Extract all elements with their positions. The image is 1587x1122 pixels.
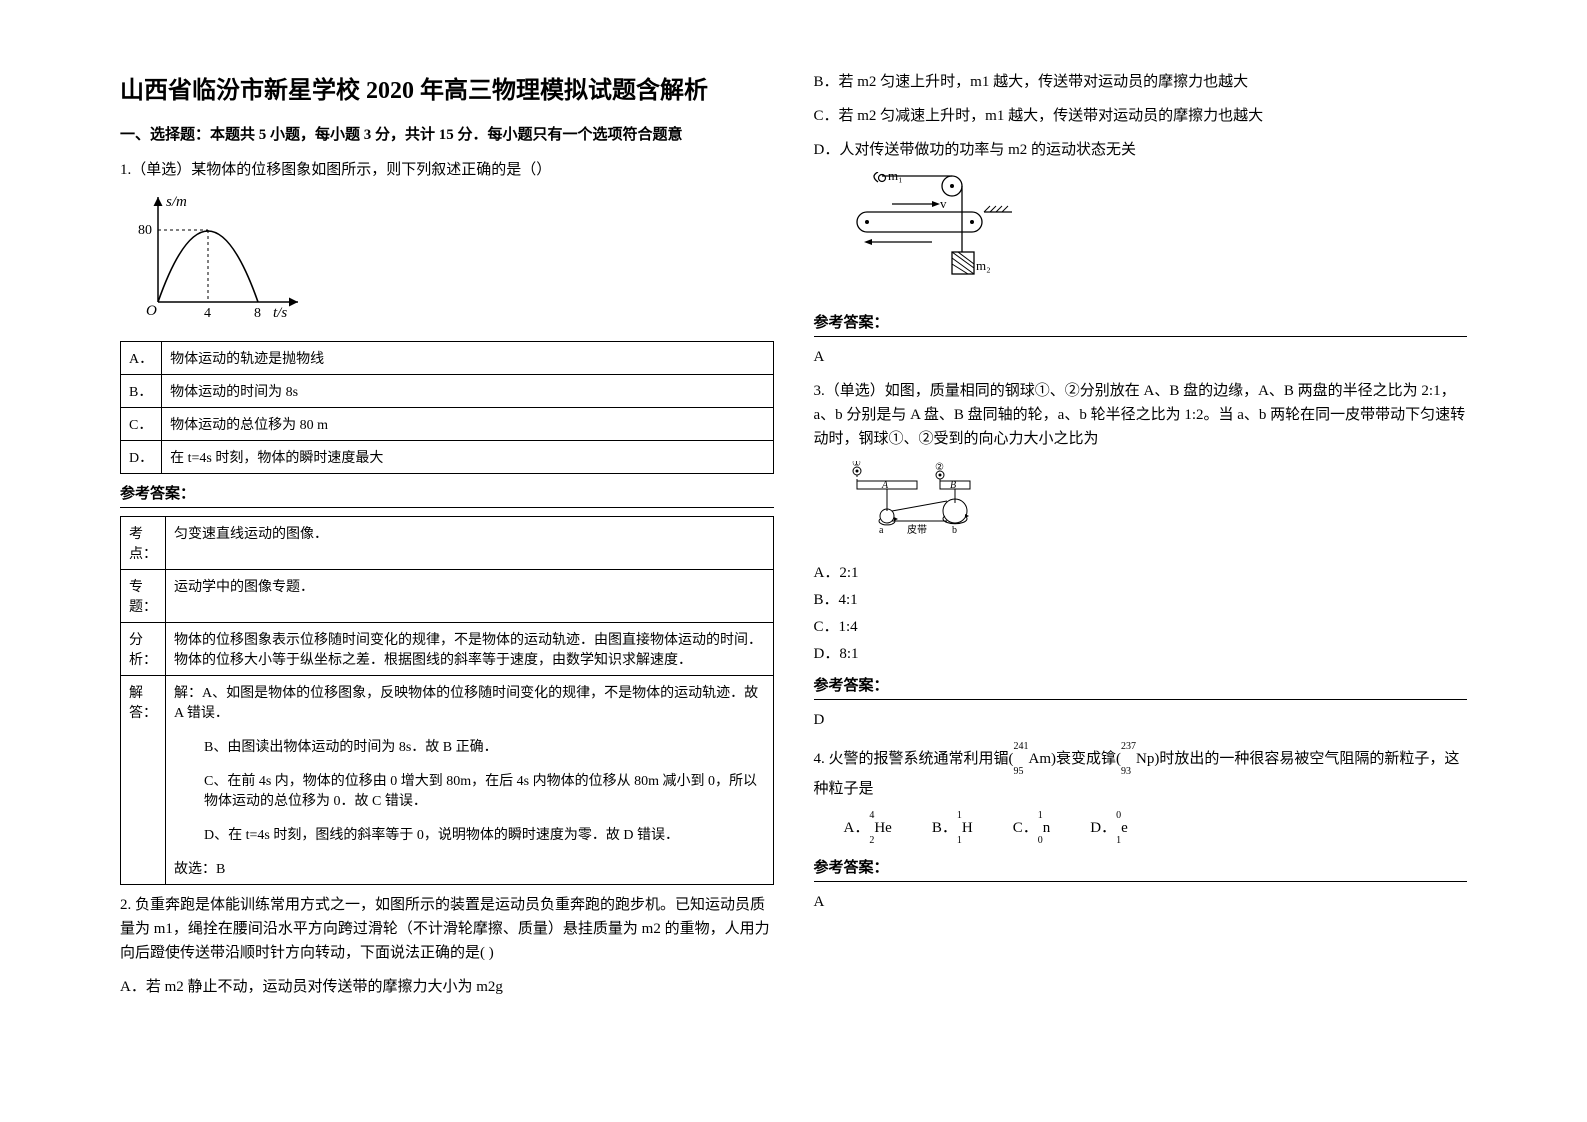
- ref-answer-2: 参考答案：: [814, 311, 1468, 337]
- blow: 1: [957, 835, 962, 846]
- a4-2: C、在前 4s 内，物体的位移由 0 增大到 80m，在后 4s 内物体的位移从…: [174, 770, 765, 810]
- q1-answer-table: 考点：匀变速直线运动的图像． 专题：运动学中的图像专题． 分析：物体的位移图象表…: [120, 516, 774, 885]
- opt-b: 物体运动的时间为 8s: [162, 375, 773, 408]
- right-column: B．若 m2 匀速上升时，m1 越大，传送带对运动员的摩擦力也越大 C．若 m2…: [794, 70, 1488, 1082]
- q4-opt-a: A．42He: [844, 811, 892, 846]
- q2-opt-b: B．若 m2 匀速上升时，m1 越大，传送带对运动员的摩擦力也越大: [814, 70, 1468, 94]
- a4l: 解答：: [121, 676, 166, 885]
- pilab: 皮带: [907, 523, 927, 536]
- am-low: 95: [1014, 766, 1024, 777]
- cel: n: [1043, 820, 1051, 836]
- alab: a: [879, 525, 884, 536]
- q4-t1: 4. 火警的报警系统通常利用镅(: [814, 751, 1014, 767]
- xlabel: t/s: [273, 305, 287, 321]
- cl: C．: [1013, 820, 1038, 836]
- q4-opt-d: D．01e: [1090, 811, 1128, 846]
- opt-b-label: B．: [121, 375, 162, 408]
- a3l: 分析：: [121, 623, 166, 676]
- q4-t2: )衰变成镎(: [1051, 751, 1121, 767]
- a1: 匀变速直线运动的图像．: [166, 517, 774, 570]
- origin: O: [146, 303, 157, 319]
- opt-a: 物体运动的轨迹是抛物线: [162, 342, 773, 375]
- alow: 2: [869, 835, 874, 846]
- section-header: 一、选择题：本题共 5 小题，每小题 3 分，共计 15 分．每小题只有一个选项…: [120, 123, 774, 144]
- clow: 0: [1038, 835, 1043, 846]
- v-label: v: [940, 196, 947, 211]
- q2-answer: A: [814, 345, 1468, 369]
- a4-3: D、在 t=4s 时刻，图线的斜率等于 0，说明物体的瞬时速度为零．故 D 错误…: [174, 824, 765, 844]
- a4: 解：A、如图是物体的位移图象，反映物体的位移随时间变化的规律，不是物体的运动轨迹…: [166, 676, 774, 885]
- q4-options: A．42He B．11H C．10n D．01e: [844, 811, 1468, 846]
- ylabel: s/m: [166, 194, 187, 210]
- q2-opt-c: C．若 m2 匀减速上升时，m1 越大，传送带对运动员的摩擦力也越大: [814, 104, 1468, 128]
- bel: H: [962, 820, 973, 836]
- left-column: 山西省临汾市新星学校 2020 年高三物理模拟试题含解析 一、选择题：本题共 5…: [100, 70, 794, 1082]
- q1-text: 1.（单选）某物体的位移图象如图所示，则下列叙述正确的是（）: [120, 158, 774, 182]
- np: Np: [1136, 751, 1154, 767]
- dlow: 1: [1116, 835, 1121, 846]
- am: Am: [1029, 751, 1052, 767]
- q3-text: 3.（单选）如图，质量相同的钢球①、②分别放在 A、B 盘的边缘，A、B 两盘的…: [814, 379, 1468, 451]
- ref-answer-4: 参考答案：: [814, 856, 1468, 882]
- blab: b: [952, 525, 957, 536]
- opt-c-label: C．: [121, 408, 162, 441]
- q1-options-table: A．物体运动的轨迹是抛物线 B．物体运动的时间为 8s C．物体运动的总位移为 …: [120, 341, 774, 474]
- q1-graph: s/m 80 4 8 t/s O: [138, 192, 774, 327]
- a2: 运动学中的图像专题．: [166, 570, 774, 623]
- m2-label: m₂: [976, 258, 991, 273]
- ball1: ①: [852, 461, 861, 469]
- q2-text: 2. 负重奔跑是体能训练常用方式之一，如图所示的装置是运动员负重奔跑的跑步机。已…: [120, 893, 774, 965]
- opt-c: 物体运动的总位移为 80 m: [162, 408, 773, 441]
- q2-diagram: m₁ v m₂: [832, 172, 1468, 297]
- a2l: 专题：: [121, 570, 166, 623]
- m1-label: m₁: [888, 172, 903, 183]
- q3-diagram: ① A ② B a 皮带 b: [832, 461, 1468, 546]
- q3-c: C．1:4: [814, 614, 1468, 641]
- del: e: [1121, 820, 1128, 836]
- q4-text: 4. 火警的报警系统通常利用镅(24195Am)衰变成镎(23793Np)时放出…: [814, 742, 1468, 801]
- al: A．: [844, 820, 870, 836]
- ael: He: [874, 820, 892, 836]
- yval: 80: [138, 223, 152, 238]
- q2-opt-a: A．若 m2 静止不动，运动员对传送带的摩擦力大小为 m2g: [120, 975, 774, 999]
- am-up: 241: [1014, 741, 1029, 752]
- a4-4: 故选：B: [174, 858, 765, 878]
- opt-d: 在 t=4s 时刻，物体的瞬时速度最大: [162, 441, 773, 474]
- a1l: 考点：: [121, 517, 166, 570]
- q2-opt-d: D．人对传送带做功的功率与 m2 的运动状态无关: [814, 138, 1468, 162]
- ref-answer-label: 参考答案：: [120, 482, 774, 508]
- np-up: 237: [1121, 741, 1136, 752]
- opt-d-label: D．: [121, 441, 162, 474]
- a3: 物体的位移图象表示位移随时间变化的规律，不是物体的运动轨迹．由图直接物体运动的时…: [166, 623, 774, 676]
- a4-0: 解：A、如图是物体的位移图象，反映物体的位移随时间变化的规律，不是物体的运动轨迹…: [174, 682, 765, 722]
- opt-a-label: A．: [121, 342, 162, 375]
- q4-opt-b: B．11H: [932, 811, 973, 846]
- a4-1: B、由图读出物体运动的时间为 8s．故 B 正确．: [174, 736, 765, 756]
- q4-answer: A: [814, 890, 1468, 914]
- Alab: A: [881, 480, 889, 491]
- np-low: 93: [1121, 766, 1131, 777]
- x1: 4: [204, 306, 211, 321]
- q3-b: B．4:1: [814, 587, 1468, 614]
- ball2: ②: [935, 462, 944, 473]
- q3-a: A．2:1: [814, 560, 1468, 587]
- ref-answer-3: 参考答案：: [814, 674, 1468, 700]
- q3-answer: D: [814, 708, 1468, 732]
- q3-d: D．8:1: [814, 641, 1468, 668]
- q4-opt-c: C．10n: [1013, 811, 1051, 846]
- x2: 8: [254, 306, 261, 321]
- dl: D．: [1090, 820, 1116, 836]
- page-title: 山西省临汾市新星学校 2020 年高三物理模拟试题含解析: [120, 70, 774, 105]
- bl: B．: [932, 820, 957, 836]
